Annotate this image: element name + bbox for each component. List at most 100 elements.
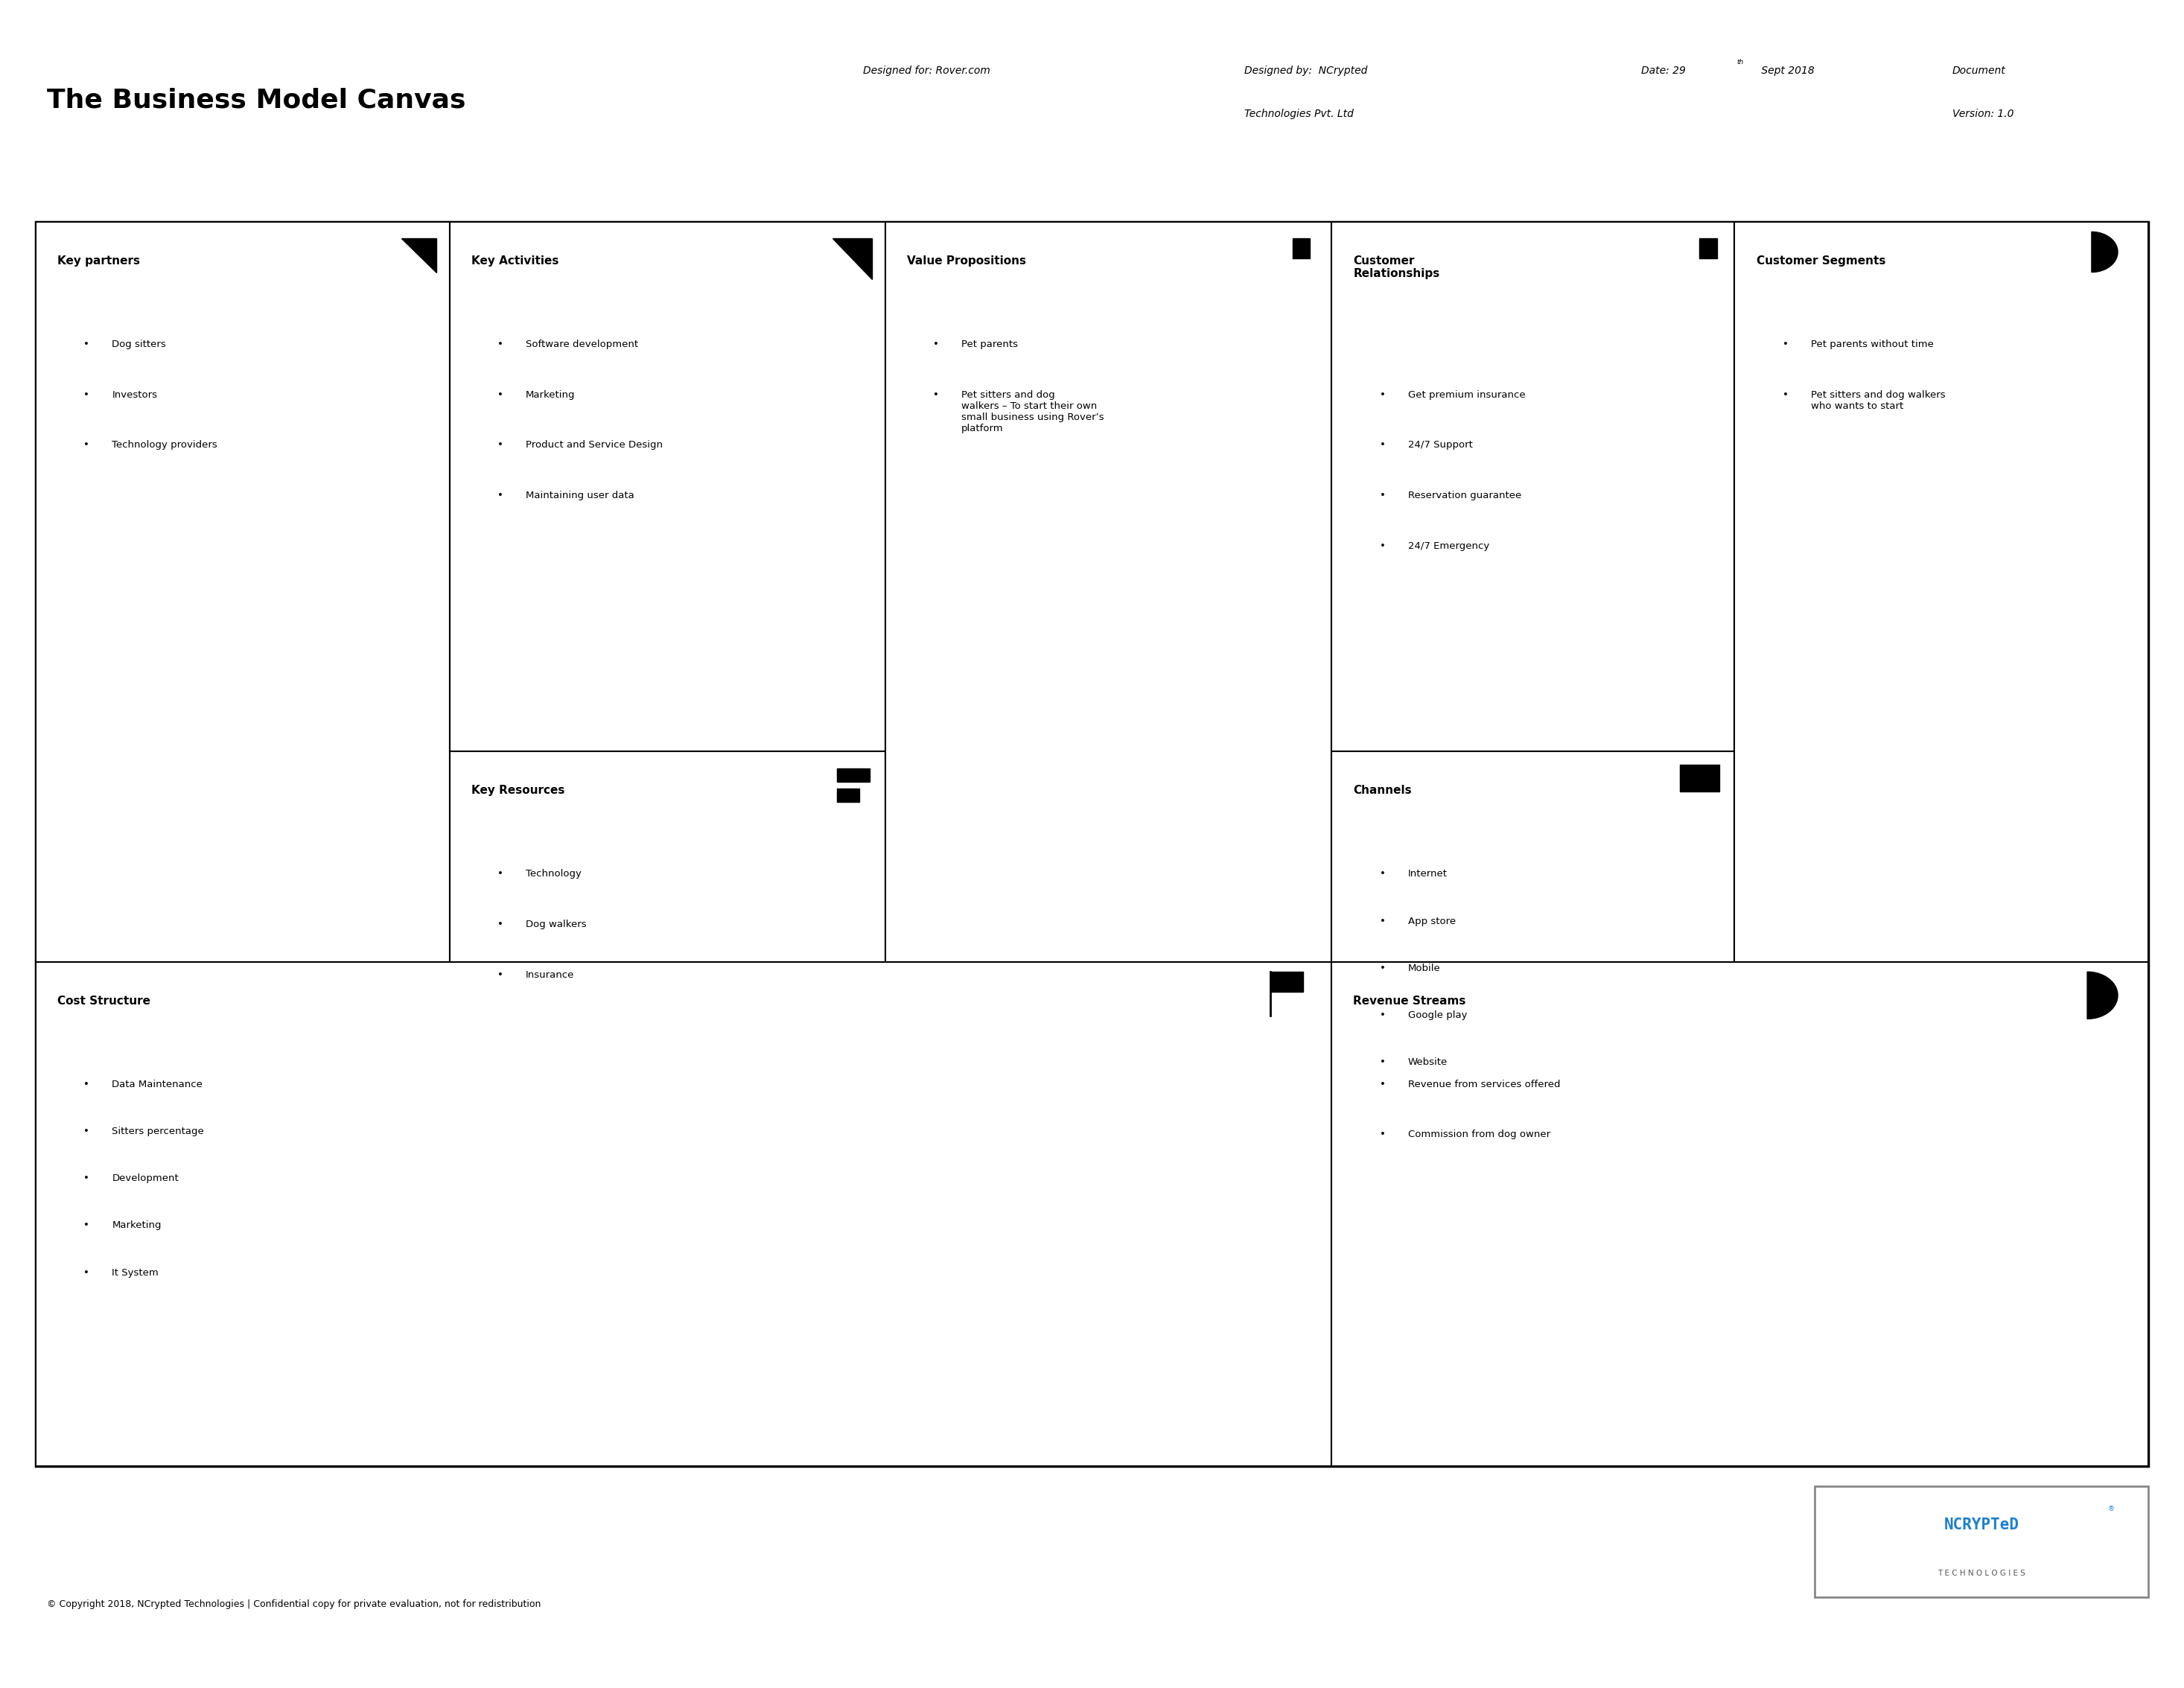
Text: Designed by:  NCrypted: Designed by: NCrypted: [1245, 66, 1367, 76]
Polygon shape: [832, 238, 871, 279]
Text: Data Maintenance: Data Maintenance: [111, 1079, 203, 1089]
Text: •: •: [83, 339, 90, 349]
Bar: [35, 221, 2149, 1467]
Text: Key Activities: Key Activities: [472, 255, 559, 267]
Text: •: •: [1380, 869, 1385, 879]
Text: Pet parents: Pet parents: [961, 339, 1018, 349]
Text: •: •: [83, 390, 90, 400]
Text: Development: Development: [111, 1173, 179, 1183]
Polygon shape: [402, 238, 437, 272]
Polygon shape: [2088, 972, 2118, 1020]
Text: •: •: [1380, 441, 1385, 451]
Text: 24/7 Support: 24/7 Support: [1409, 441, 1472, 451]
Text: Document: Document: [1952, 66, 2005, 76]
Polygon shape: [1699, 238, 1717, 258]
Text: NCRYPTeD: NCRYPTeD: [1944, 1518, 2020, 1533]
Text: Value Propositions: Value Propositions: [906, 255, 1026, 267]
Text: Cost Structure: Cost Structure: [57, 996, 151, 1006]
Text: Technology: Technology: [526, 869, 581, 879]
Text: Customer
Relationships: Customer Relationships: [1354, 255, 1439, 280]
Text: Designed for: Rover.com: Designed for: Rover.com: [863, 66, 992, 76]
Text: Pet parents without time: Pet parents without time: [1811, 339, 1933, 349]
Text: •: •: [1380, 390, 1385, 400]
Text: Pet sitters and dog walkers
who wants to start: Pet sitters and dog walkers who wants to…: [1811, 390, 1946, 410]
Bar: [1332, 962, 2149, 1467]
Text: •: •: [1380, 1011, 1385, 1020]
Text: •: •: [1380, 964, 1385, 972]
Text: Customer Segments: Customer Segments: [1756, 255, 1885, 267]
Text: Revenue from services offered: Revenue from services offered: [1409, 1079, 1559, 1089]
Text: •: •: [498, 491, 502, 501]
Text: •: •: [1380, 1079, 1385, 1089]
Bar: [1815, 1487, 2149, 1597]
Text: Investors: Investors: [111, 390, 157, 400]
Text: •: •: [498, 339, 502, 349]
Polygon shape: [1679, 765, 1719, 792]
Text: Sept 2018: Sept 2018: [1758, 66, 1815, 76]
Text: •: •: [83, 441, 90, 451]
Text: Dog sitters: Dog sitters: [111, 339, 166, 349]
Text: Channels: Channels: [1354, 785, 1411, 797]
Bar: [885, 221, 1332, 962]
Bar: [450, 221, 885, 751]
Text: Sitters percentage: Sitters percentage: [111, 1126, 203, 1136]
Text: Software development: Software development: [526, 339, 638, 349]
Text: •: •: [498, 441, 502, 451]
Text: Maintaining user data: Maintaining user data: [526, 491, 633, 501]
Text: Google play: Google play: [1409, 1011, 1468, 1020]
Polygon shape: [1271, 972, 1304, 993]
Text: Key Resources: Key Resources: [472, 785, 566, 797]
Text: Commission from dog owner: Commission from dog owner: [1409, 1129, 1551, 1139]
Text: •: •: [498, 971, 502, 979]
Text: •: •: [83, 1220, 90, 1231]
Text: Product and Service Design: Product and Service Design: [526, 441, 662, 451]
Text: •: •: [933, 390, 939, 400]
Text: Insurance: Insurance: [526, 971, 574, 979]
Text: Revenue Streams: Revenue Streams: [1354, 996, 1465, 1006]
Text: •: •: [83, 1126, 90, 1136]
Polygon shape: [836, 788, 858, 802]
Text: ®: ®: [2108, 1506, 2114, 1512]
Text: 24/7 Emergency: 24/7 Emergency: [1409, 542, 1489, 550]
Polygon shape: [836, 768, 869, 782]
Text: Dog walkers: Dog walkers: [526, 920, 587, 930]
Text: •: •: [1782, 390, 1789, 400]
Text: T E C H N O L O G I E S: T E C H N O L O G I E S: [1937, 1570, 2025, 1577]
Text: It System: It System: [111, 1268, 159, 1278]
Text: •: •: [1380, 1058, 1385, 1067]
Polygon shape: [2092, 231, 2118, 272]
Text: The Business Model Canvas: The Business Model Canvas: [46, 88, 465, 113]
Text: Internet: Internet: [1409, 869, 1448, 879]
Text: © Copyright 2018, NCrypted Technologies | Confidential copy for private evaluati: © Copyright 2018, NCrypted Technologies …: [46, 1600, 542, 1609]
Text: •: •: [1782, 339, 1789, 349]
Text: Key partners: Key partners: [57, 255, 140, 267]
Bar: [1332, 221, 1734, 751]
Text: Mobile: Mobile: [1409, 964, 1441, 972]
Text: •: •: [1380, 542, 1385, 550]
Text: Reservation guarantee: Reservation guarantee: [1409, 491, 1520, 501]
Text: •: •: [498, 869, 502, 879]
Bar: [1332, 751, 1734, 962]
Text: Technologies Pvt. Ltd: Technologies Pvt. Ltd: [1245, 110, 1354, 120]
Text: •: •: [933, 339, 939, 349]
Text: th: th: [1736, 59, 1743, 66]
Text: Version: 1.0: Version: 1.0: [1952, 110, 2014, 120]
Polygon shape: [1293, 238, 1310, 258]
Text: App store: App store: [1409, 917, 1455, 927]
Text: •: •: [1380, 917, 1385, 927]
Text: •: •: [1380, 1129, 1385, 1139]
Text: •: •: [498, 390, 502, 400]
Text: Pet sitters and dog
walkers – To start their own
small business using Rover’s
pl: Pet sitters and dog walkers – To start t…: [961, 390, 1105, 434]
Text: Marketing: Marketing: [526, 390, 574, 400]
Text: Date: 29: Date: 29: [1640, 66, 1686, 76]
Bar: [35, 962, 1332, 1467]
Text: •: •: [83, 1079, 90, 1089]
Text: •: •: [83, 1173, 90, 1183]
Bar: [35, 221, 450, 962]
Text: •: •: [498, 920, 502, 930]
Bar: [1734, 221, 2149, 962]
Text: Marketing: Marketing: [111, 1220, 162, 1231]
Text: •: •: [1380, 491, 1385, 501]
Text: Website: Website: [1409, 1058, 1448, 1067]
Text: Get premium insurance: Get premium insurance: [1409, 390, 1524, 400]
